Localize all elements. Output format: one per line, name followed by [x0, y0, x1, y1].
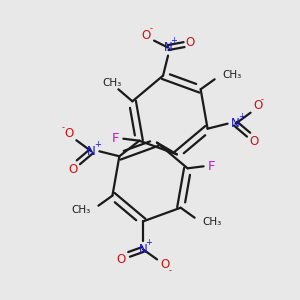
Text: -: - — [261, 95, 264, 104]
Text: O: O — [249, 135, 258, 148]
Text: -: - — [62, 123, 65, 132]
Text: CH₃: CH₃ — [223, 70, 242, 80]
Text: N: N — [87, 145, 96, 158]
Text: -: - — [169, 266, 172, 275]
Text: O: O — [69, 163, 78, 176]
Text: CH₃: CH₃ — [71, 205, 90, 215]
Text: O: O — [116, 253, 126, 266]
Text: O: O — [160, 258, 170, 271]
Text: O: O — [141, 29, 151, 42]
Text: O: O — [185, 36, 195, 49]
Text: F: F — [112, 132, 119, 145]
Text: N: N — [164, 41, 172, 54]
Text: O: O — [65, 127, 74, 140]
Text: N: N — [139, 243, 147, 256]
Text: F: F — [208, 160, 215, 173]
Text: O: O — [253, 99, 262, 112]
Text: +: + — [146, 238, 152, 247]
Text: N: N — [231, 117, 240, 130]
Text: +: + — [94, 140, 101, 149]
Text: +: + — [238, 112, 245, 121]
Text: CH₃: CH₃ — [202, 217, 222, 227]
Text: +: + — [171, 36, 178, 45]
Text: CH₃: CH₃ — [103, 78, 122, 88]
Text: -: - — [150, 24, 153, 33]
